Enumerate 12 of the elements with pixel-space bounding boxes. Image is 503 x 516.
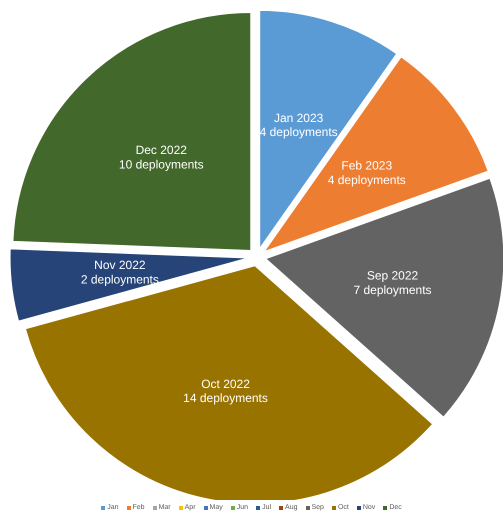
data-label: 14 deployments <box>183 391 268 406</box>
data-label: 2 deployments <box>80 272 159 287</box>
slice-label: Sep 2022 <box>366 268 419 283</box>
slice-label: Oct 2022 <box>201 376 250 391</box>
data-label: 10 deployments <box>118 157 204 172</box>
slice-label: Feb 2023 <box>341 158 392 173</box>
slice-label: Dec 2022 <box>136 142 188 157</box>
slice-label: Nov 2022 <box>94 258 146 272</box>
data-label: 4 deployments <box>260 125 338 140</box>
data-label: 4 deployments <box>328 173 406 188</box>
data-label: 7 deployments <box>353 283 432 298</box>
slice-label: Jan 2023 <box>274 110 324 125</box>
